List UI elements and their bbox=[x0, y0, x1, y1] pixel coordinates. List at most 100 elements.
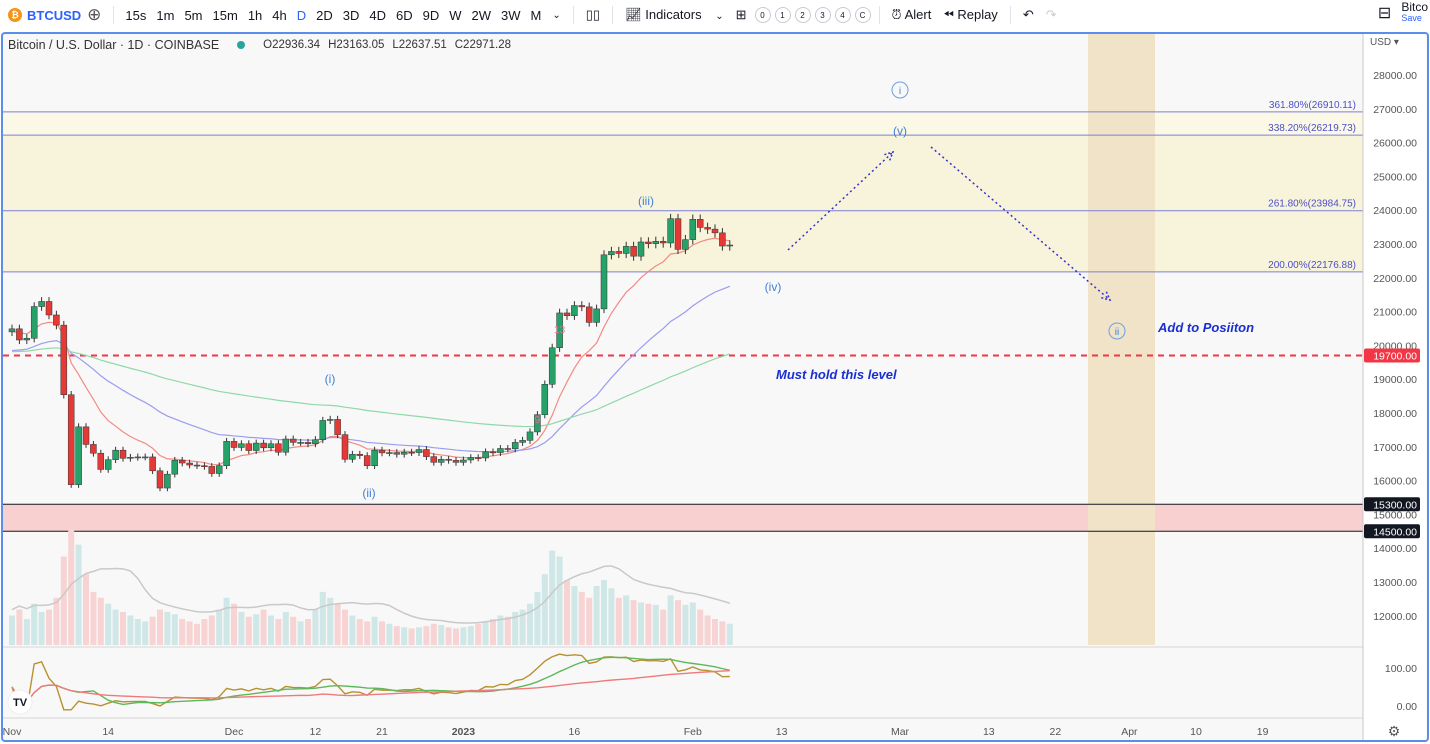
interval-3D[interactable]: 3D bbox=[342, 7, 360, 23]
candle-body bbox=[104, 459, 112, 470]
volume-bar bbox=[90, 591, 97, 645]
price-tick: 22000.00 bbox=[1373, 273, 1417, 285]
volume-bar bbox=[386, 623, 393, 645]
candle-body bbox=[719, 232, 726, 247]
interval-15m[interactable]: 15m bbox=[212, 7, 238, 23]
volume-bar bbox=[556, 556, 563, 645]
settings-gear-icon[interactable]: ⚙ bbox=[1388, 723, 1401, 739]
interval-5m[interactable]: 5m bbox=[184, 7, 203, 23]
interval-W[interactable]: W bbox=[449, 7, 462, 23]
template-0[interactable]: 0 bbox=[754, 7, 771, 23]
interval-15s[interactable]: 15s bbox=[125, 7, 147, 23]
undo-icon[interactable]: ↶ bbox=[1022, 7, 1034, 22]
price-tick: 27000.00 bbox=[1373, 104, 1417, 116]
candle-body bbox=[260, 442, 267, 449]
save-link[interactable]: Save bbox=[1401, 13, 1422, 23]
volume-bar bbox=[112, 609, 119, 645]
divider bbox=[572, 6, 574, 24]
template-C[interactable]: C bbox=[854, 7, 871, 23]
price-tick: 23000.00 bbox=[1373, 239, 1417, 251]
volume-bar bbox=[704, 615, 711, 645]
interval-4D[interactable]: 4D bbox=[369, 7, 387, 23]
template-4[interactable]: 4 bbox=[834, 7, 851, 23]
candle-body bbox=[349, 453, 356, 460]
price-level-label: 14500.00 bbox=[1373, 526, 1417, 538]
candle-body bbox=[652, 241, 660, 244]
alert-button[interactable]: ⏰︎ Alert bbox=[886, 7, 938, 23]
candle-body bbox=[230, 441, 238, 448]
interval-M[interactable]: M bbox=[530, 7, 542, 23]
candle-body bbox=[645, 241, 652, 244]
time-tick: 16 bbox=[569, 726, 581, 738]
volume-bar bbox=[504, 616, 511, 645]
volume-bar bbox=[245, 616, 252, 645]
interval-1h[interactable]: 1h bbox=[247, 7, 263, 23]
volume-bar bbox=[179, 619, 186, 645]
candle-body bbox=[726, 244, 734, 247]
candle-body bbox=[593, 308, 600, 323]
price-tick: 19000.00 bbox=[1373, 374, 1417, 386]
candle-body bbox=[304, 442, 312, 445]
interval-9D[interactable]: 9D bbox=[422, 7, 440, 23]
indicators-label: Indicators bbox=[645, 7, 702, 22]
compare-add-icon[interactable]: ⊕ bbox=[87, 5, 102, 24]
chevron-down-icon[interactable]: ⌄ bbox=[552, 9, 561, 21]
candle-body bbox=[75, 426, 82, 485]
template-2[interactable]: 2 bbox=[794, 7, 811, 23]
volume-bar bbox=[408, 628, 415, 645]
volume-bar bbox=[231, 603, 237, 645]
wave-label: (iii) bbox=[638, 194, 654, 208]
chart-legend: Bitcoin / U.S. Dollar · 1D · COINBASE O2… bbox=[8, 38, 511, 52]
fib-label: 261.80%(23984.75) bbox=[1268, 199, 1356, 210]
price-tick: 16000.00 bbox=[1373, 476, 1417, 488]
volume-bar bbox=[697, 609, 704, 645]
volume-bar bbox=[726, 623, 733, 645]
volume-bar bbox=[445, 627, 452, 645]
layouts-icon[interactable]: ⊞ bbox=[735, 7, 747, 22]
candle-body bbox=[519, 440, 526, 443]
volume-bar bbox=[275, 619, 282, 645]
tradingview-logo bbox=[7, 689, 33, 715]
volume-bar bbox=[194, 623, 200, 645]
replay-button[interactable]: ⏪︎ Replay bbox=[937, 7, 1004, 23]
interval-D[interactable]: D bbox=[296, 7, 307, 23]
volume-bar bbox=[364, 621, 371, 645]
candle-body bbox=[297, 442, 304, 444]
candles-icon[interactable]: ▯▯ bbox=[585, 7, 601, 22]
candle-body bbox=[97, 452, 105, 470]
interval-4h[interactable]: 4h bbox=[272, 7, 287, 23]
open-value: O22936.34 bbox=[263, 39, 321, 51]
volume-bar bbox=[349, 615, 356, 645]
time-tick: Mar bbox=[891, 726, 910, 738]
volume-bar bbox=[282, 611, 289, 645]
interval-6D[interactable]: 6D bbox=[396, 7, 413, 23]
volume-bar bbox=[475, 623, 482, 645]
interval-2W[interactable]: 2W bbox=[471, 7, 492, 23]
divider bbox=[1009, 6, 1011, 24]
redo-icon[interactable]: ↷ bbox=[1045, 7, 1057, 22]
interval-1m[interactable]: 1m bbox=[156, 7, 175, 23]
price-tick: 28000.00 bbox=[1373, 70, 1417, 82]
time-tick: 21 bbox=[376, 726, 388, 738]
volume-bar bbox=[334, 603, 341, 645]
candle-body bbox=[667, 218, 674, 244]
template-3[interactable]: 3 bbox=[814, 7, 831, 23]
divider bbox=[878, 6, 880, 24]
layout-menu[interactable]: ⊟ Bitco Save bbox=[1378, 1, 1428, 24]
price-level-label: 19700.00 bbox=[1373, 351, 1417, 363]
template-1[interactable]: 1 bbox=[774, 7, 791, 23]
indicators-button[interactable]: 📈︎ Indicators ⌄ bbox=[625, 7, 724, 22]
ema-mid-line bbox=[11, 285, 731, 453]
volume-bar bbox=[260, 609, 267, 645]
interval-3W[interactable]: 3W bbox=[501, 7, 521, 23]
td-count-label: 13 bbox=[554, 325, 566, 336]
volume-bar bbox=[216, 609, 223, 645]
volume-bar bbox=[9, 615, 15, 645]
candle-body bbox=[637, 241, 645, 257]
symbol-title: Bitcoin / U.S. Dollar · 1D · COINBASE bbox=[8, 38, 220, 52]
wave-label: (v) bbox=[893, 124, 907, 138]
interval-2D[interactable]: 2D bbox=[316, 7, 333, 23]
currency-select[interactable]: USD ▾ bbox=[1370, 37, 1399, 48]
symbol-search[interactable]: ₿ BTCUSD bbox=[0, 8, 81, 23]
